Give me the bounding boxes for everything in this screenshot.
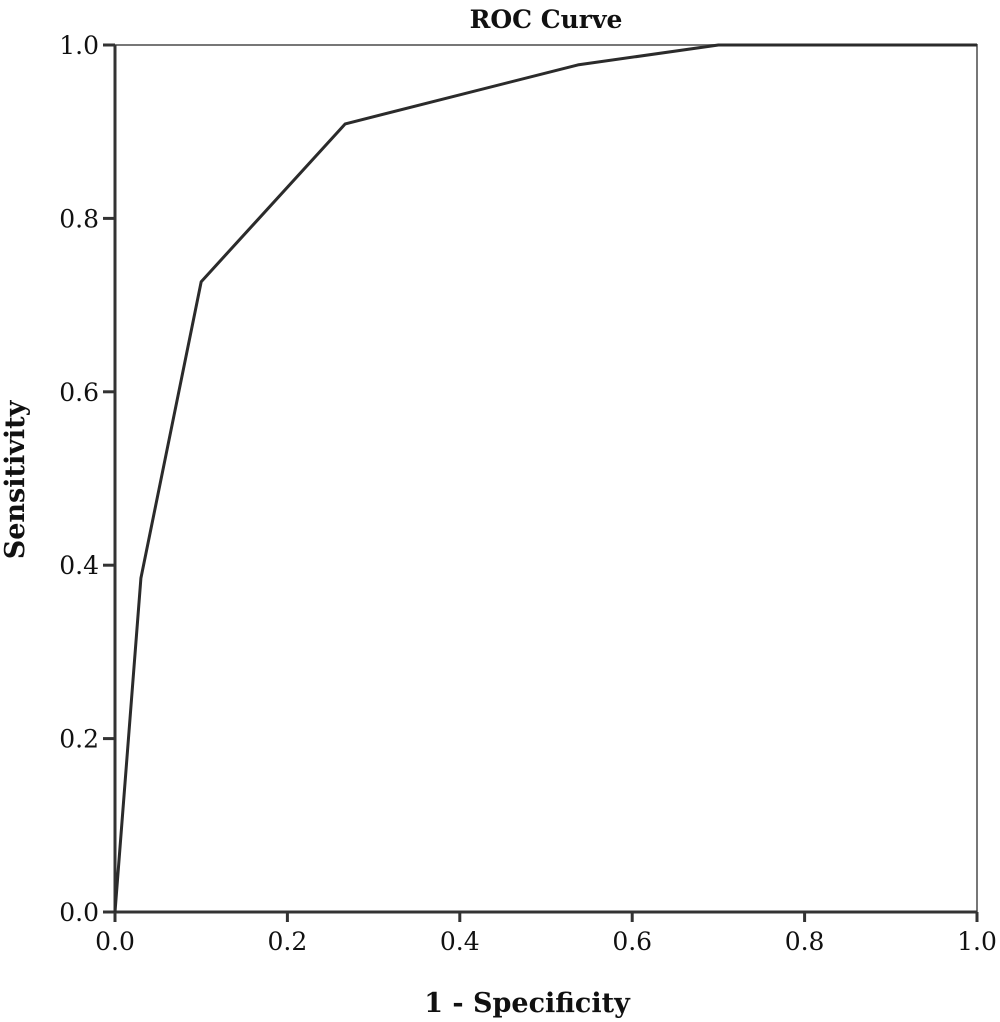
roc-curve-line xyxy=(113,43,977,913)
x-tick-label: 0.0 xyxy=(95,927,135,956)
y-ticks: 0.0 0.2 0.4 0.6 0.8 1.0 xyxy=(59,31,115,927)
y-tick-label: 0.4 xyxy=(59,551,99,580)
y-tick-label: 0.2 xyxy=(59,725,99,754)
chart-title: ROC Curve xyxy=(470,5,623,34)
x-axis-title: 1 - Specificity xyxy=(424,988,631,1019)
y-tick-label: 0.6 xyxy=(59,378,99,407)
x-tick-label: 1.0 xyxy=(957,927,997,956)
x-tick-label: 0.2 xyxy=(268,927,308,956)
x-ticks: 0.0 0.2 0.4 0.6 0.8 1.0 xyxy=(95,912,997,956)
x-tick-label: 0.4 xyxy=(440,927,480,956)
plot-frame xyxy=(114,44,978,913)
y-tick-label: 0.0 xyxy=(59,898,99,927)
y-tick-label: 1.0 xyxy=(59,31,99,60)
series-layer xyxy=(113,43,977,913)
x-tick-label: 0.8 xyxy=(785,927,825,956)
y-axis-title: Sensitivity xyxy=(0,399,31,559)
x-tick-label: 0.6 xyxy=(612,927,652,956)
y-tick-label: 0.8 xyxy=(59,204,99,233)
